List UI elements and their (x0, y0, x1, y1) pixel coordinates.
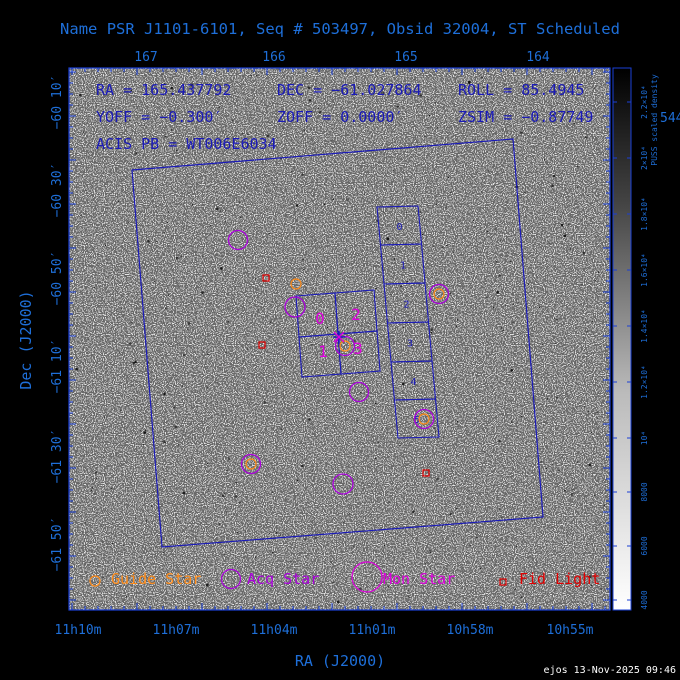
mon-star-legend-icon (351, 561, 383, 593)
fid-light-legend-icon (499, 578, 507, 586)
guide-star-marker (245, 458, 257, 470)
info-zoff: ZOFF = 0.0000′ (277, 108, 403, 126)
top-axis-ticks: 167 166 165 164 (134, 50, 550, 65)
left-tick-label: −61 30′ (50, 429, 65, 484)
acq-star-marker (227, 229, 249, 251)
acis-s-chip-label: 2 (403, 300, 409, 311)
acis-i-chip-label: 1 (318, 342, 328, 361)
legend-guide-star: Guide Star (111, 570, 201, 588)
bottom-tick-label: 10h55m (547, 623, 594, 638)
info-ra: RA = 165.437792 (96, 81, 231, 99)
acis-i-chip-label: 3 (353, 339, 363, 358)
plot-frame (68, 67, 611, 611)
top-tick-label: 164 (526, 50, 550, 65)
colorbar-number: 544 (660, 111, 680, 126)
guide-star-legend-icon (89, 575, 101, 587)
aca-field-box (131, 138, 544, 548)
target-crosshair-icon (333, 331, 345, 343)
guide-star-marker (290, 278, 302, 290)
left-tick-label: −60 50′ (50, 251, 65, 306)
colorbar-tick-label: 2×10⁴ (640, 146, 649, 170)
colorbar-tick-label: 10⁴ (640, 431, 649, 445)
bottom-tick-label: 10h58m (447, 623, 494, 638)
fid-light-marker (258, 341, 266, 349)
acq-star-marker (413, 408, 435, 430)
acis-i-chip-label: 2 (351, 305, 361, 324)
acis-s-chip-label: 5 (414, 415, 420, 426)
legend-fid-light: Fid Light (519, 570, 600, 588)
colorbar: 2.2×10⁴ 2×10⁴ 1.8×10⁴ 1.6×10⁴ 1.4×10⁴ 1.2×10⁴… (612, 67, 680, 611)
acis-s-chip-label: 3 (407, 339, 413, 350)
acis-i-chip-label: 0 (315, 309, 325, 328)
y-axis-label: Dec (J2000) (17, 290, 35, 389)
info-acis-pb: ACIS PB = WT006E6034 (96, 135, 277, 153)
colorbar-tick-label: 1.4×10⁴ (640, 309, 649, 343)
bottom-tick-label: 11h07m (153, 623, 200, 638)
info-zsim: ZSIM = −0.87749 (458, 108, 593, 126)
guide-star-marker (418, 413, 430, 425)
top-tick-label: 167 (134, 50, 157, 65)
footer-timestamp: ejos 13-Nov-2025 09:46 (544, 665, 676, 676)
colorbar-tick-label: 4000 (640, 590, 649, 609)
colorbar-label: PUSS scaled density (650, 74, 659, 166)
bottom-tick-label: 11h10m (55, 623, 102, 638)
legend-mon-star: Mon Star (383, 570, 455, 588)
info-yoff: YOFF = −0.300′ (96, 108, 222, 126)
left-tick-label: −60 10′ (50, 75, 65, 130)
guide-star-marker (433, 288, 445, 300)
acq-star-marker (348, 381, 370, 403)
acis-s-chip (393, 398, 440, 439)
acis-i-array: 0 2 1 3 (295, 289, 381, 378)
bottom-tick-label: 11h01m (349, 623, 396, 638)
colorbar-tick-label: 1.6×10⁴ (640, 253, 649, 287)
bottom-axis-ticks: 11h10m 11h07m 11h04m 11h01m 10h58m 10h55m (55, 623, 594, 638)
info-dec: DEC = −61.027864 (277, 81, 422, 99)
left-tick-label: −61 50′ (50, 517, 65, 572)
top-tick-label: 166 (262, 50, 285, 65)
acis-s-chip-label: 0 (396, 222, 402, 233)
acq-star-marker (428, 283, 450, 305)
guide-star-marker (339, 340, 351, 352)
acis-i-chip (337, 330, 381, 375)
colorbar-tick-label: 1.2×10⁴ (640, 365, 649, 399)
acis-s-chip-label: 4 (410, 377, 416, 388)
top-tick-label: 165 (394, 50, 417, 65)
legend: Guide Star Acq Star Mon Star Fid Light (89, 561, 600, 593)
colorbar-tick-label: 2.2×10⁴ (640, 85, 649, 119)
x-axis-label: RA (J2000) (295, 652, 385, 670)
left-tick-label: −60 30′ (50, 163, 65, 218)
colorbar-tick-label: 1.8×10⁴ (640, 197, 649, 231)
colorbar-tick-label: 8000 (640, 482, 649, 501)
info-roll: ROLL = 85.4945 (458, 81, 584, 99)
plot-title: Name PSR J1101-6101, Seq # 503497, Obsid… (60, 20, 620, 38)
legend-acq-star: Acq Star (247, 570, 319, 588)
fid-light-marker (262, 274, 270, 282)
acq-star-marker (332, 473, 354, 495)
acq-star-marker (240, 453, 262, 475)
left-tick-label: −61 10′ (50, 339, 65, 394)
acq-star-marker (284, 296, 306, 318)
fid-light-marker (422, 469, 430, 477)
acis-s-chip-label: 1 (400, 261, 406, 272)
acis-s-array: 0 1 2 3 4 5 (376, 205, 440, 439)
colorbar-tick-label: 6000 (640, 536, 649, 555)
left-axis-ticks: −60 10′ −60 30′ −60 50′ −61 10′ −61 30′ −61 5… (50, 75, 65, 572)
acq-star-legend-icon (220, 568, 242, 590)
bottom-tick-label: 11h04m (251, 623, 298, 638)
